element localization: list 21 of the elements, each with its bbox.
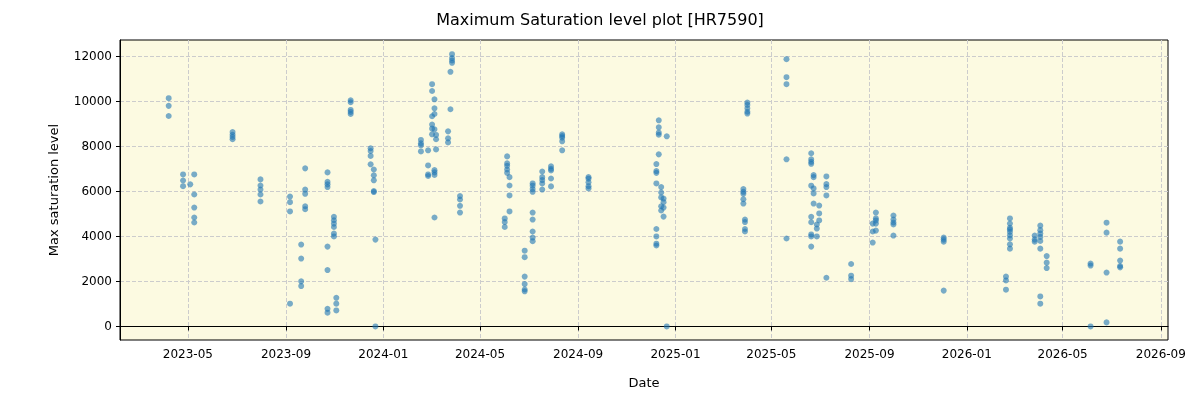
y-tick-label: 8000	[81, 139, 112, 154]
x-tick-label: 2023-09	[260, 347, 312, 361]
x-tick-label: 2025-01	[650, 347, 701, 361]
x-tick-label: 2026-09	[1135, 347, 1186, 361]
chart-title: Maximum Saturation level plot [HR7590]	[436, 9, 764, 29]
x-tick-label: 2025-05	[746, 347, 797, 361]
x-tick-label: 2023-05	[162, 347, 213, 361]
x-tick-label: 2025-09	[844, 347, 895, 361]
y-tick-label: 4000	[81, 229, 112, 244]
y-tick-label: 0	[104, 319, 112, 334]
y-tick-label: 6000	[81, 184, 112, 199]
x-tick-label: 2024-01	[358, 347, 409, 361]
y-tick-label: 12000	[73, 48, 112, 63]
x-tick-label: 2024-09	[553, 347, 604, 361]
x-tick-label: 2026-01	[941, 347, 992, 361]
x-tick-label: 2024-05	[454, 347, 506, 361]
x-tick-label: 2026-05	[1037, 347, 1088, 361]
x-axis-title: Date	[628, 375, 660, 390]
y-tick-label: 10000	[73, 93, 112, 108]
y-tick-label: 2000	[81, 274, 112, 289]
y-axis-title: Max saturation level	[46, 123, 61, 257]
